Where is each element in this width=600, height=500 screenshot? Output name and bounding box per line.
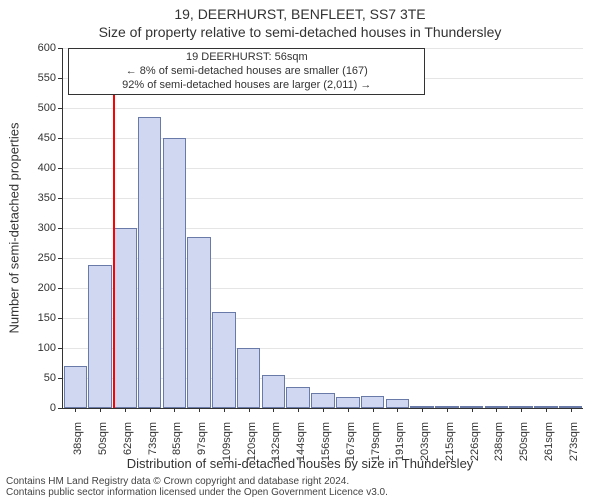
x-axis-label: Distribution of semi-detached houses by …: [0, 456, 600, 471]
ytick-label: 250: [0, 252, 56, 264]
xtick-label: 97sqm: [196, 422, 208, 455]
ytick-label: 550: [0, 72, 56, 84]
xtick-mark: [472, 408, 473, 412]
xtick-label: 62sqm: [122, 422, 134, 455]
annotation-box: 19 DEERHURST: 56sqm← 8% of semi-detached…: [68, 48, 425, 95]
xtick-mark: [397, 408, 398, 412]
ytick-label: 100: [0, 342, 56, 354]
ytick-label: 0: [0, 402, 56, 414]
xtick-label: 73sqm: [147, 422, 159, 455]
annotation-line: ← 8% of semi-detached houses are smaller…: [75, 65, 418, 79]
xtick-mark: [521, 408, 522, 412]
ytick-label: 400: [0, 162, 56, 174]
histogram-bar: [262, 375, 286, 408]
chart-plot-area: 19 DEERHURST: 56sqm← 8% of semi-detached…: [62, 48, 583, 409]
histogram-bar: [212, 312, 236, 408]
ytick-label: 50: [0, 372, 56, 384]
histogram-bar: [311, 393, 335, 408]
ytick-label: 300: [0, 222, 56, 234]
chart-title-line1: 19, DEERHURST, BENFLEET, SS7 3TE: [0, 6, 600, 22]
ytick-label: 350: [0, 192, 56, 204]
xtick-mark: [496, 408, 497, 412]
xtick-mark: [323, 408, 324, 412]
histogram-bar: [163, 138, 187, 408]
ytick-label: 150: [0, 312, 56, 324]
xtick-mark: [546, 408, 547, 412]
histogram-bar: [286, 387, 310, 408]
marker-line: [113, 48, 115, 408]
xtick-mark: [174, 408, 175, 412]
xtick-mark: [273, 408, 274, 412]
footer-line1: Contains HM Land Registry data © Crown c…: [6, 476, 388, 487]
gridline-h: [63, 108, 583, 109]
ytick-label: 200: [0, 282, 56, 294]
xtick-label: 38sqm: [72, 422, 84, 455]
xtick-mark: [125, 408, 126, 412]
xtick-label: 85sqm: [171, 422, 183, 455]
footer-line2: Contains public sector information licen…: [6, 487, 388, 498]
annotation-line: 92% of semi-detached houses are larger (…: [75, 79, 418, 93]
xtick-mark: [447, 408, 448, 412]
histogram-bar: [138, 117, 162, 408]
xtick-mark: [75, 408, 76, 412]
histogram-bar: [237, 348, 261, 408]
xtick-mark: [199, 408, 200, 412]
ytick-label: 500: [0, 102, 56, 114]
xtick-mark: [571, 408, 572, 412]
chart-subtitle: Size of property relative to semi-detach…: [0, 24, 600, 40]
xtick-label: 50sqm: [97, 422, 109, 455]
xtick-mark: [422, 408, 423, 412]
annotation-line: 19 DEERHURST: 56sqm: [75, 51, 418, 65]
histogram-bar: [386, 399, 410, 408]
histogram-bar: [113, 228, 137, 408]
ytick-label: 450: [0, 132, 56, 144]
xtick-mark: [348, 408, 349, 412]
histogram-bar: [361, 396, 385, 408]
xtick-mark: [100, 408, 101, 412]
footer-attribution: Contains HM Land Registry data © Crown c…: [6, 476, 388, 498]
xtick-mark: [373, 408, 374, 412]
histogram-bar: [336, 397, 360, 408]
xtick-mark: [249, 408, 250, 412]
xtick-mark: [298, 408, 299, 412]
histogram-bar: [64, 366, 88, 408]
xtick-mark: [224, 408, 225, 412]
ytick-label: 600: [0, 42, 56, 54]
xtick-mark: [150, 408, 151, 412]
histogram-bar: [187, 237, 211, 408]
histogram-bar: [88, 265, 112, 408]
